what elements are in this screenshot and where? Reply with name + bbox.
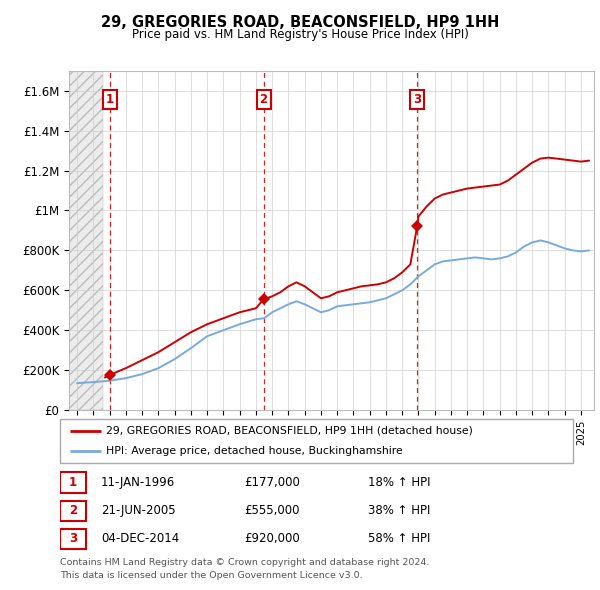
FancyBboxPatch shape xyxy=(60,529,86,549)
Text: 1: 1 xyxy=(69,476,77,489)
Text: This data is licensed under the Open Government Licence v3.0.: This data is licensed under the Open Gov… xyxy=(60,571,362,579)
FancyBboxPatch shape xyxy=(60,473,86,493)
Text: 1: 1 xyxy=(106,93,114,106)
Text: 29, GREGORIES ROAD, BEACONSFIELD, HP9 1HH (detached house): 29, GREGORIES ROAD, BEACONSFIELD, HP9 1H… xyxy=(106,426,473,436)
FancyBboxPatch shape xyxy=(60,500,86,521)
Text: Contains HM Land Registry data © Crown copyright and database right 2024.: Contains HM Land Registry data © Crown c… xyxy=(60,558,430,566)
Bar xyxy=(69,71,103,410)
Text: £555,000: £555,000 xyxy=(245,504,300,517)
Text: £920,000: £920,000 xyxy=(245,532,301,545)
Text: 58% ↑ HPI: 58% ↑ HPI xyxy=(368,532,430,545)
Text: 04-DEC-2014: 04-DEC-2014 xyxy=(101,532,179,545)
Text: HPI: Average price, detached house, Buckinghamshire: HPI: Average price, detached house, Buck… xyxy=(106,446,403,456)
Bar xyxy=(69,71,103,410)
Text: £177,000: £177,000 xyxy=(245,476,301,489)
Text: 38% ↑ HPI: 38% ↑ HPI xyxy=(368,504,430,517)
Text: 11-JAN-1996: 11-JAN-1996 xyxy=(101,476,175,489)
Text: 2: 2 xyxy=(259,93,268,106)
Text: 2: 2 xyxy=(69,504,77,517)
Text: 18% ↑ HPI: 18% ↑ HPI xyxy=(368,476,430,489)
Text: 21-JUN-2005: 21-JUN-2005 xyxy=(101,504,176,517)
Text: 3: 3 xyxy=(69,532,77,545)
Text: 3: 3 xyxy=(413,93,421,106)
Text: Price paid vs. HM Land Registry's House Price Index (HPI): Price paid vs. HM Land Registry's House … xyxy=(131,28,469,41)
Text: 29, GREGORIES ROAD, BEACONSFIELD, HP9 1HH: 29, GREGORIES ROAD, BEACONSFIELD, HP9 1H… xyxy=(101,15,499,30)
